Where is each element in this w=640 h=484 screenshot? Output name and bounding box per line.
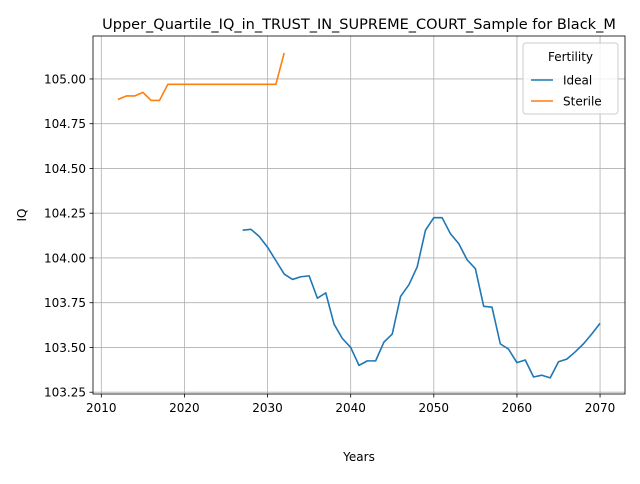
y-tick-label: 104.50 <box>44 162 86 176</box>
y-tick-label: 104.25 <box>44 207 86 221</box>
legend-title: Fertility <box>548 50 593 64</box>
x-axis-label: Years <box>342 450 375 464</box>
legend: Fertility Ideal Sterile <box>522 42 619 115</box>
y-tick-label: 103.50 <box>44 341 86 355</box>
x-tick-label: 2010 <box>86 401 117 415</box>
legend-label-ideal: Ideal <box>563 73 592 87</box>
series-line-ideal <box>242 216 601 379</box>
x-tick-label: 2070 <box>585 401 616 415</box>
series-line-sterile <box>117 52 285 102</box>
y-tick-label: 105.00 <box>44 72 86 86</box>
legend-box <box>522 42 619 115</box>
y-tick-label: 104.75 <box>44 117 86 131</box>
chart-title: Upper_Quartile_IQ_in_TRUST_IN_SUPREME_CO… <box>102 17 616 33</box>
x-tick-label: 2040 <box>335 401 366 415</box>
series-lines <box>117 52 601 379</box>
grid-lines <box>93 36 625 394</box>
x-tick-label: 2020 <box>169 401 200 415</box>
x-tick-label: 2060 <box>502 401 533 415</box>
axis-ticks: 2010 2020 2030 2040 2050 2060 2070 103.25 103.50… <box>44 72 615 415</box>
legend-label-sterile: Sterile <box>563 94 602 108</box>
x-tick-label: 2050 <box>419 401 450 415</box>
y-tick-label: 103.75 <box>44 296 86 310</box>
legend-entries: Ideal Sterile <box>531 73 602 108</box>
x-tick-label: 2030 <box>252 401 283 415</box>
y-tick-label: 104.00 <box>44 251 86 265</box>
y-tick-label: 103.25 <box>44 386 86 400</box>
y-axis-label: IQ <box>15 209 29 222</box>
plot-area-frame <box>92 35 626 395</box>
